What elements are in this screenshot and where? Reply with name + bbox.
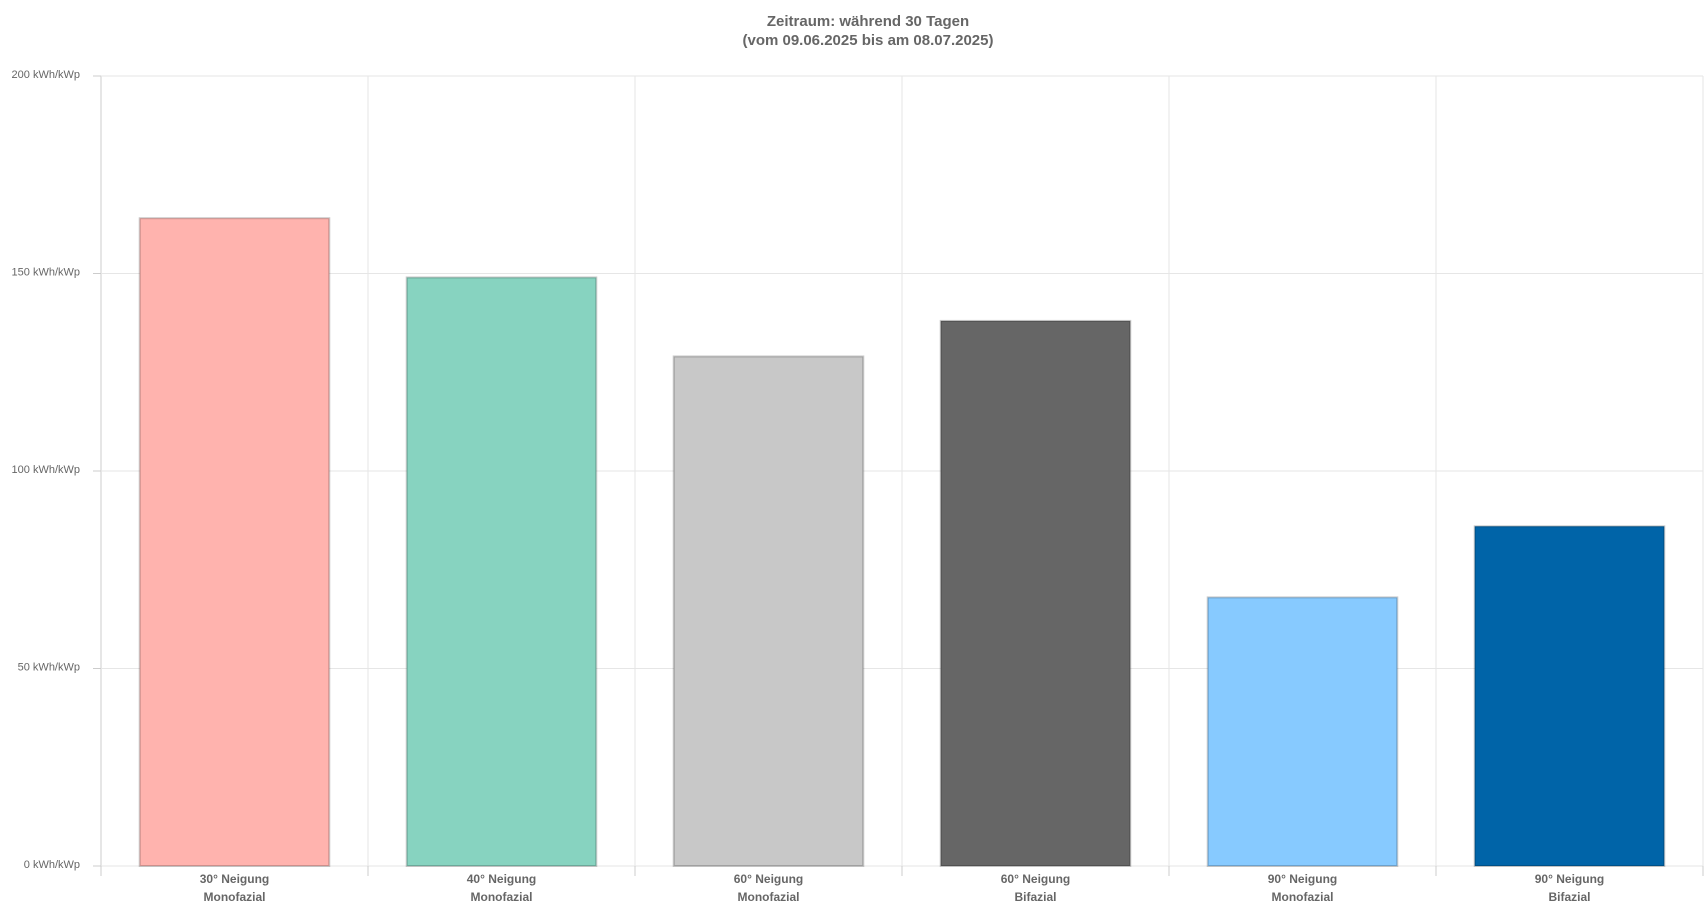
y-tick-label: 150 kWh/kWp <box>12 266 80 278</box>
x-tick-label: Monofazial <box>1272 890 1334 904</box>
y-tick-label: 50 kWh/kWp <box>18 661 80 673</box>
x-tick-label: 90° Neigung <box>1268 872 1337 886</box>
x-tick-label: 90° Neigung <box>1535 872 1604 886</box>
x-tick-label: Bifazial <box>1014 890 1056 904</box>
y-tick-label: 100 kWh/kWp <box>12 464 80 476</box>
bar <box>1206 596 1399 868</box>
x-tick-label: 40° Neigung <box>467 872 536 886</box>
bar <box>1473 525 1666 867</box>
y-tick-label: 200 kWh/kWp <box>12 69 80 81</box>
x-tick-label: 60° Neigung <box>734 872 803 886</box>
x-tick-label: 60° Neigung <box>1001 872 1070 886</box>
bar <box>939 319 1132 867</box>
x-tick-label: Monofazial <box>471 890 533 904</box>
bar <box>138 217 331 867</box>
x-tick-label: Monofazial <box>204 890 266 904</box>
x-tick-label: Monofazial <box>738 890 800 904</box>
chart-title: Zeitraum: während 30 Tagen <box>767 13 969 30</box>
chart-subtitle: (vom 09.06.2025 bis am 08.07.2025) <box>742 32 993 49</box>
bar <box>405 276 598 867</box>
x-tick-label: Bifazial <box>1548 890 1590 904</box>
x-tick-label: 30° Neigung <box>200 872 269 886</box>
y-tick-label: 0 kWh/kWp <box>24 859 80 871</box>
bar <box>672 355 865 867</box>
